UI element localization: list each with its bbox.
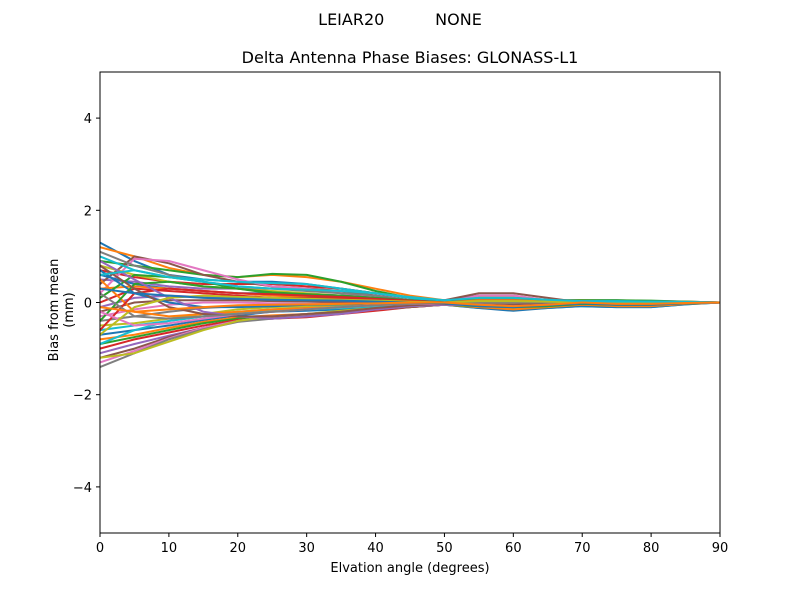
series-line [99,246,721,304]
figure-suptitle: LEIAR20 NONE [318,10,482,29]
x-tick-label: 60 [505,541,522,556]
x-tick-label: 40 [367,541,384,556]
y-tick-label: 2 [84,204,92,219]
series-line [99,269,721,304]
y-tick-label: 4 [84,112,92,127]
y-tick-label: −2 [73,389,92,404]
y-tick-label: 0 [84,297,92,312]
x-tick-label: 10 [161,541,178,556]
y-axis-ticks: −4 −2 0 2 4 [73,112,100,496]
y-tick-label: −4 [73,481,92,496]
x-tick-label: 70 [574,541,591,556]
x-axis-label: Elvation angle (degrees) [330,561,490,576]
x-tick-label: 90 [712,541,729,556]
series-line [99,301,721,313]
y-axis-label: Bias from mean (mm) [47,258,77,362]
x-tick-label: 0 [96,541,104,556]
chart-title: Delta Antenna Phase Biases: GLONASS-L1 [241,48,579,67]
x-axis-ticks: 0 10 20 30 40 50 60 70 80 90 [96,533,728,556]
data-series-group [99,241,721,368]
x-tick-label: 20 [230,541,247,556]
x-tick-label: 80 [643,541,660,556]
x-tick-label: 50 [436,541,453,556]
x-tick-label: 30 [298,541,315,556]
